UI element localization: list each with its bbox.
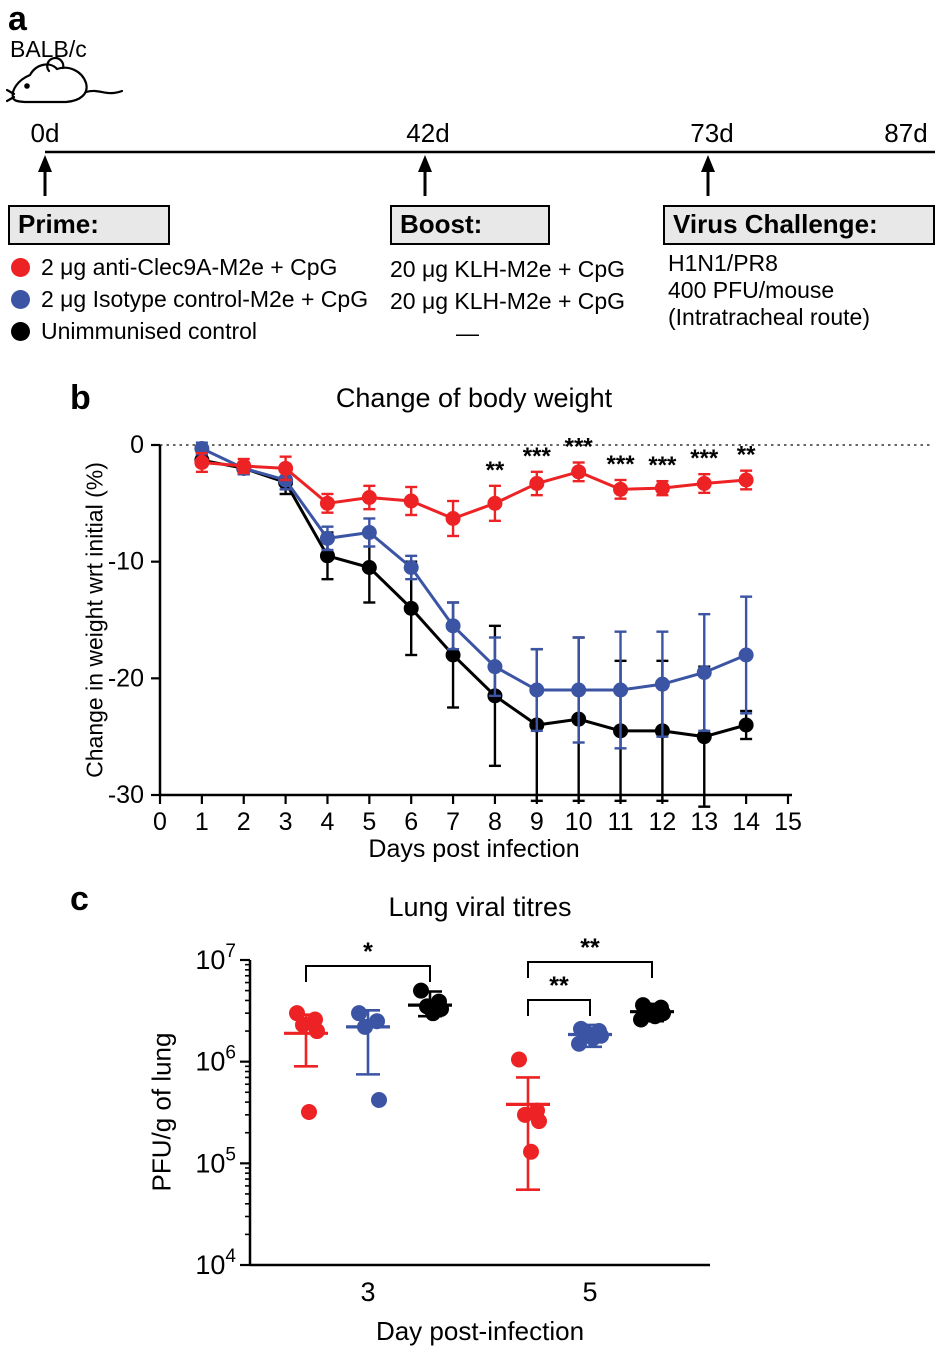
svg-text:3: 3: [279, 808, 293, 836]
svg-text:15: 15: [774, 808, 802, 836]
panel-c-lung-titres-chart: 104 105 106 107 3 5 * ** ** c Lung viral titres …: [0, 878, 948, 1348]
svg-text:8: 8: [488, 808, 502, 836]
virus-challenge-box: Virus Challenge:: [663, 205, 935, 245]
svg-text:**: **: [486, 457, 505, 484]
black-dot-icon: [11, 322, 30, 341]
svg-text:***: ***: [565, 434, 594, 461]
svg-text:5: 5: [362, 808, 376, 836]
x-tick-day-3: 3: [360, 1277, 375, 1307]
svg-text:**: **: [549, 972, 569, 1000]
svg-text:107: 107: [195, 941, 236, 975]
svg-text:***: ***: [607, 451, 636, 478]
svg-text:0: 0: [130, 431, 144, 459]
virus-row-3: (Intratracheal route): [668, 304, 870, 330]
svg-text:**: **: [737, 442, 756, 469]
day5-isotype: [568, 1020, 612, 1052]
timeline-day-73: 73d: [690, 118, 734, 148]
x-tick-day-5: 5: [582, 1277, 597, 1307]
svg-text:***: ***: [523, 443, 552, 470]
series-unimmunised: [194, 452, 754, 808]
svg-text:7: 7: [446, 808, 460, 836]
panel-c-label: c: [70, 880, 89, 918]
boost-row-1: 20 μg KLH-M2e + CpG: [390, 256, 626, 282]
panel-b-body-weight-chart: 0 1 2 3 4 5 6 7 8 9 10 11 12 13 14 15 0 -10 -20 -30 ** *** ***…: [0, 375, 948, 878]
chart-b-title: Change of body weight: [335, 383, 613, 413]
svg-text:***: ***: [648, 452, 677, 479]
svg-text:*: *: [363, 938, 373, 966]
significance-marks: ***** ****** *** *** **: [486, 434, 757, 484]
svg-text:9: 9: [530, 808, 544, 836]
legend-item-isotype: 2 μg Isotype control-M2e + CpG: [11, 286, 368, 313]
svg-text:-30: -30: [108, 781, 144, 809]
panel-a-timeline-schematic: a BALB/c 0d 42d 73d 87d Prime: Boost: Vi…: [0, 0, 948, 375]
svg-text:2: 2: [237, 808, 251, 836]
svg-text:***: ***: [690, 445, 719, 472]
legend-label: 2 μg Isotype control-M2e + CpG: [41, 286, 369, 312]
red-dot-icon: [11, 258, 30, 277]
svg-text:10: 10: [565, 808, 593, 836]
axes: 0 1 2 3 4 5 6 7 8 9 10 11 12 13 14 150-10-20-30: [108, 431, 802, 836]
svg-text:-10: -10: [108, 548, 144, 576]
prime-box: Prime:: [8, 205, 170, 245]
chart-c-y-axis-label: PFU/g of lung: [146, 1032, 177, 1192]
svg-text:13: 13: [690, 808, 718, 836]
svg-text:14: 14: [732, 808, 760, 836]
axes: 104 105 106 107: [195, 941, 710, 1280]
svg-text:0: 0: [153, 808, 167, 836]
svg-text:11: 11: [608, 808, 634, 836]
virus-row-1: H1N1/PR8: [668, 250, 778, 276]
boost-row-3-dash: —: [456, 320, 479, 346]
svg-text:**: **: [580, 934, 600, 962]
boost-box: Boost:: [390, 205, 550, 245]
svg-text:12: 12: [648, 808, 676, 836]
day5-unimmunised: [630, 997, 674, 1028]
chart-b-y-axis-label: Change in weight wrt initial (%): [81, 462, 108, 778]
legend-label: 2 μg anti-Clec9A-M2e + CpG: [41, 254, 338, 280]
significance-brackets: *****: [305, 934, 653, 1016]
svg-text:106: 106: [195, 1043, 236, 1077]
legend-label: Unimmunised control: [41, 318, 258, 344]
svg-text:104: 104: [195, 1246, 236, 1280]
chart-b-x-axis-label: Days post infection: [368, 835, 580, 863]
timeline-day-0: 0d: [30, 118, 60, 148]
svg-text:105: 105: [195, 1144, 236, 1178]
timeline-day-42: 42d: [406, 118, 450, 148]
day3-anti_clec9a: [284, 1005, 328, 1120]
mouse-icon: [6, 56, 124, 104]
svg-text:6: 6: [404, 808, 418, 836]
svg-text:1: 1: [195, 808, 209, 836]
chart-c-title: Lung viral titres: [388, 892, 572, 922]
svg-text:4: 4: [321, 808, 335, 836]
legend-item-anti-clec9a: 2 μg anti-Clec9A-M2e + CpG: [11, 254, 337, 281]
boost-row-2: 20 μg KLH-M2e + CpG: [390, 288, 626, 314]
body-weight-chart: 0 1 2 3 4 5 6 7 8 9 10 11 12 13 14 150-10-20-30***** ***…: [108, 431, 932, 836]
mouse-strain-label: BALB/c: [10, 36, 87, 62]
timeline-graphic: [38, 150, 935, 196]
day5-anti_clec9a: [506, 1051, 550, 1192]
timeline-day-87: 87d: [884, 118, 928, 148]
series-anti_clec9a: [194, 451, 754, 538]
svg-text:-20: -20: [108, 664, 144, 692]
blue-dot-icon: [11, 290, 30, 309]
virus-row-2: 400 PFU/mouse: [668, 277, 835, 303]
day3-unimmunised: [408, 982, 452, 1022]
panel-b-label: b: [70, 379, 91, 417]
chart-c-x-axis-label: Day post-infection: [375, 1316, 585, 1346]
legend-item-unimmunised: Unimmunised control: [11, 318, 257, 345]
day3-isotype: [346, 1005, 390, 1108]
panel-a-label: a: [8, 0, 27, 38]
